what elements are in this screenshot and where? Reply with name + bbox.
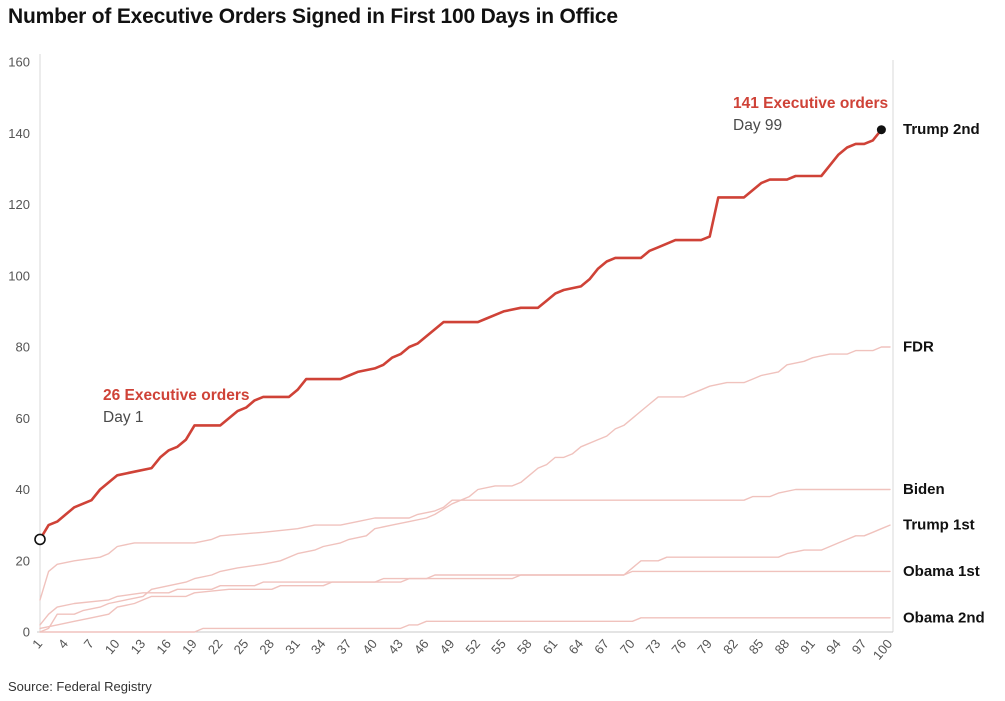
annotation-end-day: Day 99	[733, 117, 783, 134]
x-tick-label: 13	[128, 636, 149, 657]
y-tick-label: 60	[16, 411, 30, 426]
x-tick-label: 4	[55, 636, 71, 651]
x-tick-label: 52	[462, 636, 483, 657]
x-tick-label: 7	[81, 636, 97, 651]
annotation-start-value: 26 Executive orders	[103, 387, 250, 404]
series-label-obama-1st: Obama 1st	[903, 563, 980, 580]
x-tick-label: 73	[643, 636, 664, 657]
y-tick-label: 40	[16, 482, 30, 497]
series-line-biden	[39, 488, 891, 601]
x-tick-label: 40	[359, 636, 380, 657]
x-tick-label: 61	[540, 636, 561, 657]
start-point-marker	[34, 533, 46, 546]
executive-orders-chart: 0 20 40 60 80 100 120 140 160 1 4 7 10 13 16 19 22 25 28 31…	[8, 54, 985, 663]
x-tick-label: 88	[772, 636, 793, 657]
x-tick-label: 79	[694, 636, 715, 657]
x-tick-label: 85	[746, 636, 767, 657]
annotation-end: 141 Executive orders Day 99	[733, 94, 888, 136]
x-tick-label: 31	[282, 636, 303, 657]
x-tick-label: 37	[334, 636, 355, 657]
series-line-trump-1st	[39, 524, 891, 630]
x-tick-label: 91	[797, 636, 818, 657]
series-line-fdr	[39, 346, 891, 633]
end-point-marker	[876, 125, 886, 135]
x-tick-label: 100	[870, 636, 895, 662]
y-tick-label: 100	[8, 268, 30, 283]
series-line-trump-2nd	[38, 128, 883, 541]
series-label-trump-1st: Trump 1st	[903, 517, 975, 534]
series-line-obama-1st	[39, 570, 891, 626]
x-tick-label: 64	[565, 636, 586, 657]
series-label-trump-2nd: Trump 2nd	[903, 121, 980, 138]
annotation-start: 26 Executive orders Day 1	[103, 386, 249, 428]
x-tick-label: 94	[823, 636, 844, 657]
annotation-end-value: 141 Executive orders	[733, 95, 889, 112]
x-tick-label: 1	[29, 636, 45, 651]
y-tick-label: 80	[16, 340, 30, 355]
x-tick-label: 16	[153, 636, 174, 657]
x-tick-label: 49	[437, 636, 458, 657]
x-tick-label: 67	[591, 636, 612, 657]
x-tick-label: 58	[514, 636, 535, 657]
series-line-obama-2nd	[39, 617, 891, 633]
x-tick-label: 82	[720, 636, 741, 657]
x-tick-label: 19	[179, 636, 200, 657]
x-tick-label: 28	[256, 636, 277, 657]
x-tick-label: 55	[488, 636, 509, 657]
x-tick-label: 43	[385, 636, 406, 657]
x-tick-label: 22	[205, 636, 226, 657]
y-tick-label: 20	[16, 553, 30, 568]
x-tick-label: 34	[308, 636, 329, 657]
y-tick-label: 140	[8, 126, 30, 141]
x-tick-label: 70	[617, 636, 638, 657]
series-label-obama-2nd: Obama 2nd	[903, 609, 985, 626]
series-label-biden: Biden	[903, 481, 945, 498]
page-title: Number of Executive Orders Signed in Fir…	[8, 5, 618, 28]
x-tick-label: 25	[231, 636, 252, 657]
annotation-start-day: Day 1	[103, 409, 144, 426]
x-tick-label: 76	[668, 636, 689, 657]
y-tick-label: 160	[8, 55, 30, 70]
x-tick-label: 10	[102, 636, 123, 657]
y-tick-label: 0	[23, 625, 30, 640]
series-label-fdr: FDR	[903, 339, 934, 356]
x-tick-label: 46	[411, 636, 432, 657]
y-tick-label: 120	[8, 197, 30, 212]
source-note: Source: Federal Registry	[8, 679, 152, 694]
x-tick-label: 97	[849, 636, 870, 657]
